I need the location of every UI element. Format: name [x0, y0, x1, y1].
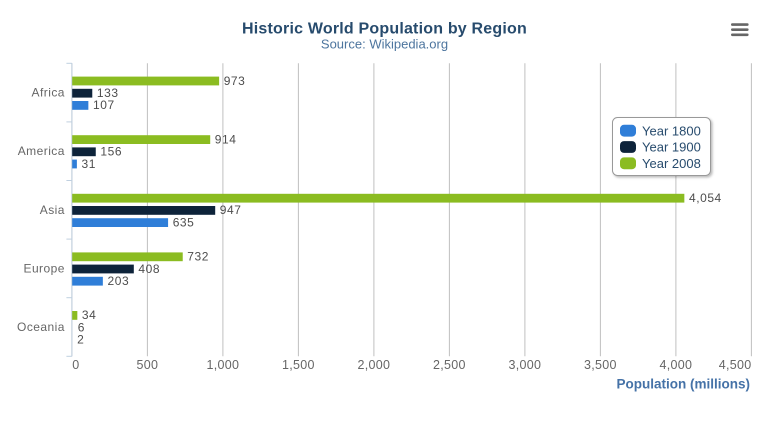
svg-text:500: 500 [137, 358, 159, 372]
svg-text:203: 203 [108, 274, 130, 288]
svg-text:3,000: 3,000 [509, 358, 542, 372]
svg-text:2,000: 2,000 [358, 358, 391, 372]
svg-text:4,500: 4,500 [719, 358, 752, 372]
svg-text:2: 2 [77, 333, 84, 347]
svg-text:1,500: 1,500 [282, 358, 315, 372]
svg-text:732: 732 [187, 250, 209, 264]
svg-text:1,000: 1,000 [207, 358, 240, 372]
svg-text:Asia: Asia [40, 203, 65, 217]
svg-text:973: 973 [224, 74, 246, 88]
svg-text:Oceania: Oceania [17, 320, 65, 334]
svg-text:133: 133 [97, 86, 119, 100]
svg-text:31: 31 [82, 157, 96, 171]
svg-text:3,500: 3,500 [584, 358, 617, 372]
svg-text:Year 1900: Year 1900 [642, 140, 701, 155]
svg-text:34: 34 [82, 308, 96, 322]
svg-text:635: 635 [173, 215, 195, 229]
svg-text:Source: Wikipedia.org: Source: Wikipedia.org [321, 37, 448, 52]
svg-text:Year 1800: Year 1800 [642, 123, 701, 138]
svg-text:America: America [18, 144, 65, 158]
svg-text:6: 6 [78, 320, 85, 334]
svg-text:914: 914 [215, 132, 237, 146]
svg-text:156: 156 [100, 145, 122, 159]
svg-text:947: 947 [220, 203, 242, 217]
svg-text:408: 408 [138, 262, 160, 276]
svg-text:Europe: Europe [23, 261, 64, 275]
svg-text:2,500: 2,500 [433, 358, 466, 372]
svg-text:4,054: 4,054 [689, 191, 722, 205]
svg-text:107: 107 [93, 98, 115, 112]
svg-text:0: 0 [72, 358, 79, 372]
svg-text:Population (millions): Population (millions) [617, 376, 751, 391]
svg-text:4,000: 4,000 [660, 358, 693, 372]
svg-text:Year 2008: Year 2008 [642, 156, 701, 171]
svg-text:Africa: Africa [32, 86, 65, 100]
svg-text:Historic World Population by R: Historic World Population by Region [242, 21, 527, 38]
